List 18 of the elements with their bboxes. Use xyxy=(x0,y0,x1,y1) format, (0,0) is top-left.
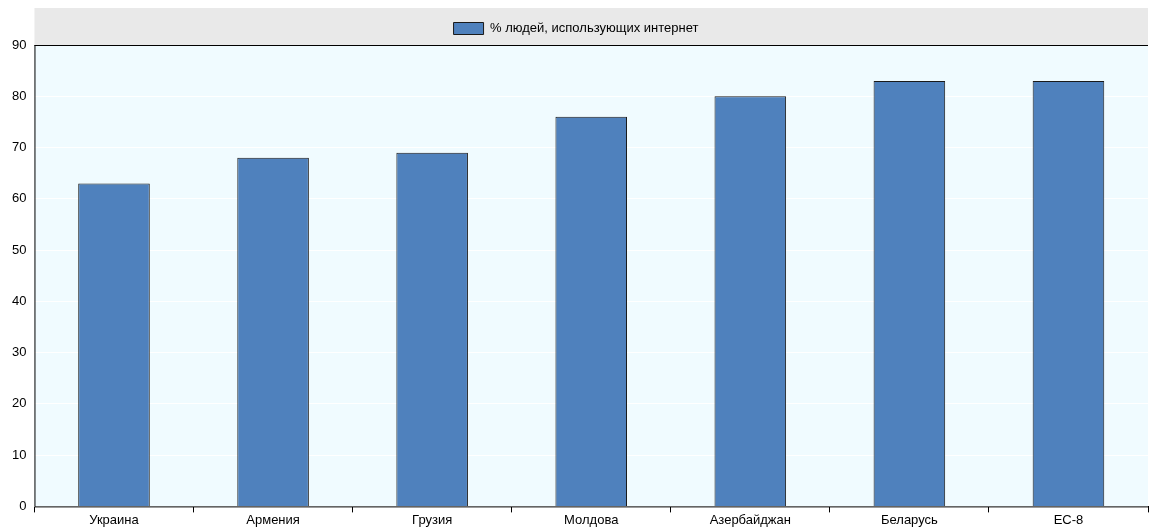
y-tick-label: 50 xyxy=(11,241,27,257)
y-tick-label: 20 xyxy=(11,395,27,411)
x-tick-label: Беларусь xyxy=(880,511,939,527)
x-tick-label: Армения xyxy=(246,511,300,527)
x-tick-label: ЕС-8 xyxy=(1053,511,1084,527)
y-tick-label: 60 xyxy=(11,190,27,206)
x-tick-label: Азербайджан xyxy=(709,511,791,527)
y-tick-label: 30 xyxy=(11,344,27,360)
y-tick-label: 10 xyxy=(11,446,27,462)
y-tick-label: 90 xyxy=(11,36,27,52)
legend-label: % людей, использующих интернет xyxy=(490,20,699,36)
y-tick-label: 40 xyxy=(11,292,27,308)
y-tick-label: 0 xyxy=(19,497,27,513)
y-tick-label: 80 xyxy=(11,87,27,103)
y-tick-label: 70 xyxy=(11,139,27,155)
x-tick-label: Украина xyxy=(89,511,140,527)
x-tick-label: Грузия xyxy=(412,511,453,527)
x-tick-label: Молдова xyxy=(564,511,620,527)
